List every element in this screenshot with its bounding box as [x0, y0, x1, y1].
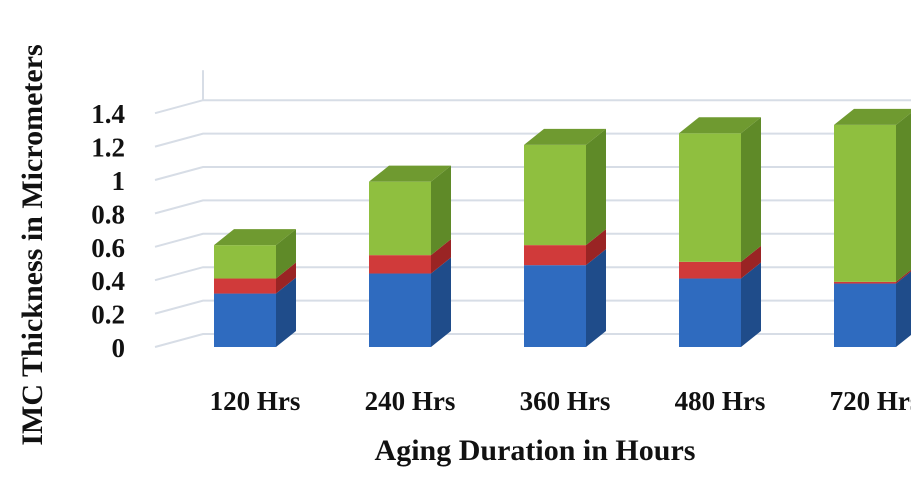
x-axis-categories: 120 Hrs 240 Hrs 360 Hrs 480 Hrs 720 Hrs	[210, 386, 911, 416]
bar-segment-side	[276, 262, 296, 294]
bar-stack	[369, 165, 451, 347]
bar-stack	[679, 117, 761, 347]
x-category-label: 360 Hrs	[520, 386, 611, 416]
x-axis-title: Aging Duration in Hours	[375, 434, 696, 467]
gridline	[154, 333, 911, 348]
bar-segment-side	[896, 271, 911, 347]
bar-segment	[369, 181, 431, 256]
bar-segment-side	[741, 245, 761, 279]
bar-segment-side	[276, 229, 296, 279]
gridline	[154, 166, 911, 181]
bar-segment	[369, 273, 431, 347]
bar-top-face	[679, 117, 761, 134]
gridlines	[154, 70, 911, 348]
gridline	[154, 132, 911, 148]
bar-top-face	[369, 165, 451, 182]
bar-segment	[214, 278, 276, 294]
bar-segment-side	[741, 117, 761, 262]
bars	[214, 108, 911, 347]
bar-stack	[524, 128, 606, 347]
bar-segment	[214, 293, 276, 347]
x-category-label: 720 Hrs	[830, 386, 911, 416]
bar-segment	[834, 124, 896, 282]
bar-segment-side	[431, 165, 451, 256]
gridline	[154, 266, 911, 282]
y-tick-label: 0	[112, 333, 126, 363]
bar-segment	[369, 255, 431, 274]
gridline	[154, 232, 911, 248]
bar-segment	[679, 261, 741, 279]
x-category-label: 120 Hrs	[210, 386, 301, 416]
y-tick-label: 1.2	[91, 133, 125, 163]
y-tick-label: 1.4	[91, 99, 125, 129]
bar-top-face	[524, 128, 606, 145]
bar-segment-side	[896, 269, 911, 284]
bar-segment	[679, 278, 741, 347]
y-tick-label: 0.2	[91, 300, 125, 330]
bar-segment	[524, 245, 586, 266]
y-tick-label: 0.8	[91, 199, 125, 229]
bar-segment	[834, 281, 896, 284]
bar-segment	[524, 144, 586, 246]
gridline	[154, 299, 911, 315]
bar-segment	[524, 265, 586, 347]
bar-segment-side	[431, 239, 451, 274]
y-tick-label: 1	[112, 166, 126, 196]
y-axis-title: IMC Thickness in Micrometers	[16, 44, 49, 445]
bar-segment	[834, 283, 896, 347]
y-tick-label: 0.4	[91, 266, 125, 296]
bar-segment-side	[896, 112, 911, 282]
bar-segment	[679, 133, 741, 262]
bar-top-face	[834, 108, 911, 125]
bar-segment	[214, 245, 276, 279]
gridline	[154, 199, 911, 215]
gridline	[154, 99, 911, 115]
bar-segment-side	[586, 229, 606, 266]
bar-stack	[214, 229, 296, 347]
x-category-label: 480 Hrs	[675, 386, 766, 416]
bar-segment-side	[431, 257, 451, 347]
bar-segment-side	[586, 128, 606, 246]
bar-segment-side	[276, 277, 296, 347]
y-tick-label: 0.6	[91, 233, 125, 263]
bar-stack	[834, 108, 911, 347]
x-category-label: 240 Hrs	[365, 386, 456, 416]
bar-top-face	[214, 229, 296, 246]
bar-segment-side	[586, 249, 606, 347]
bar-segment-side	[741, 262, 761, 347]
y-axis-ticks: 00.2 0.40.6 0.811.2 1.4	[91, 99, 125, 363]
